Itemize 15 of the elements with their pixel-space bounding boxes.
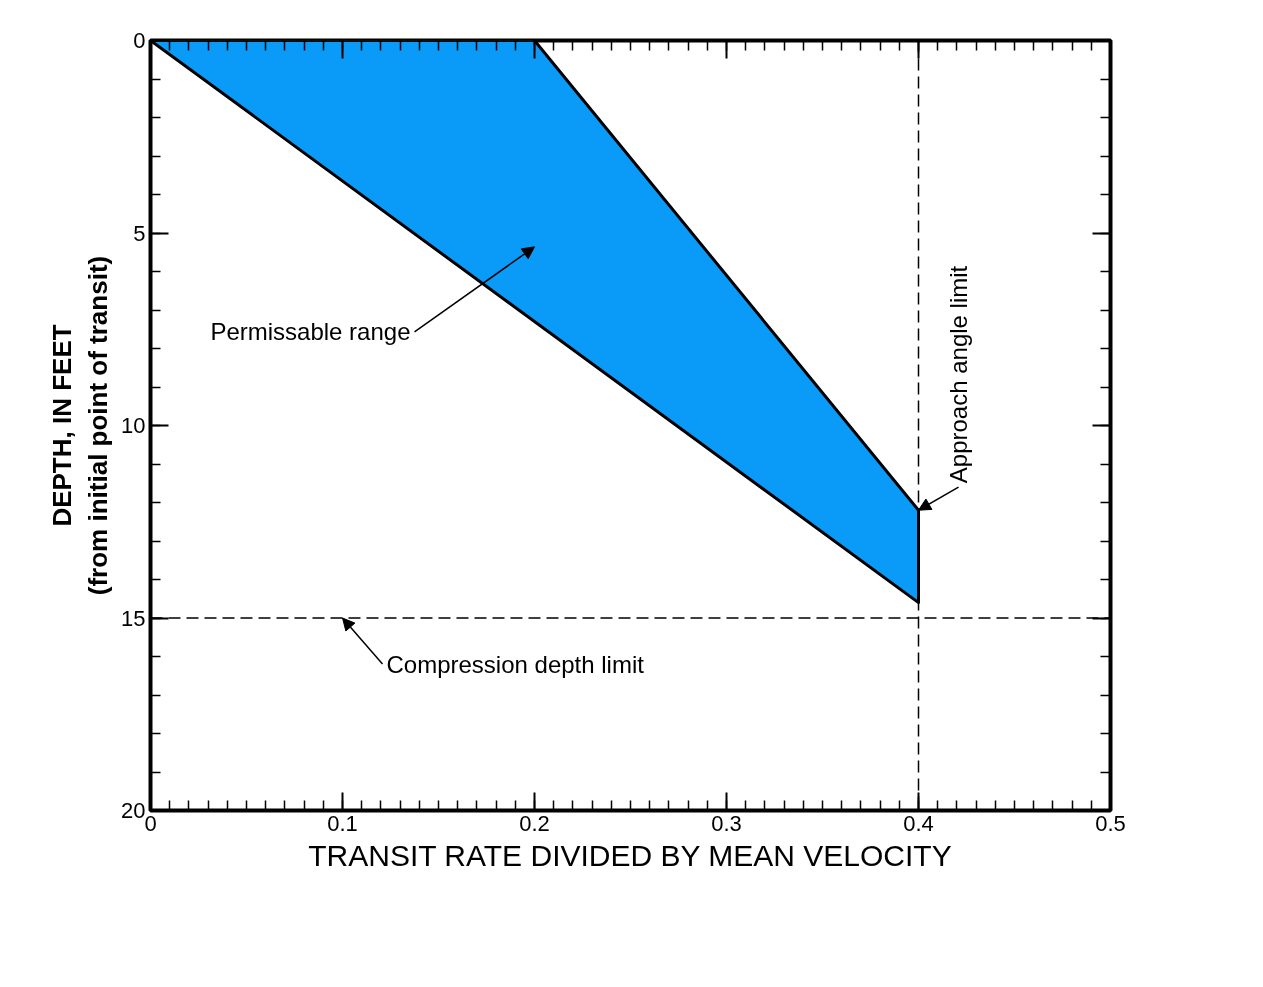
annotation: Permissable range — [210, 318, 411, 346]
y-tick-label: 15 — [121, 605, 146, 631]
y-tick-label: 20 — [121, 798, 146, 823]
y-tick-label: 5 — [133, 220, 146, 246]
y-tick-label: 0 — [133, 28, 146, 53]
x-tick-label: 0.1 — [327, 810, 358, 836]
x-tick-label: 0.5 — [1095, 810, 1126, 836]
annotation: Compression depth limit — [386, 650, 645, 678]
x-tick-label: 0.2 — [519, 810, 550, 836]
x-tick-label: 0.4 — [903, 810, 934, 836]
x-tick-label: 0.3 — [711, 810, 742, 836]
annotation: Approach angle limit — [945, 265, 972, 484]
x-axis-title: TRANSIT RATE DIVIDED BY MEAN VELOCITY — [308, 838, 952, 872]
y-tick-label: 10 — [121, 413, 146, 438]
y-axis-title: DEPTH, IN FEET (from initial point of transit) — [47, 255, 114, 596]
